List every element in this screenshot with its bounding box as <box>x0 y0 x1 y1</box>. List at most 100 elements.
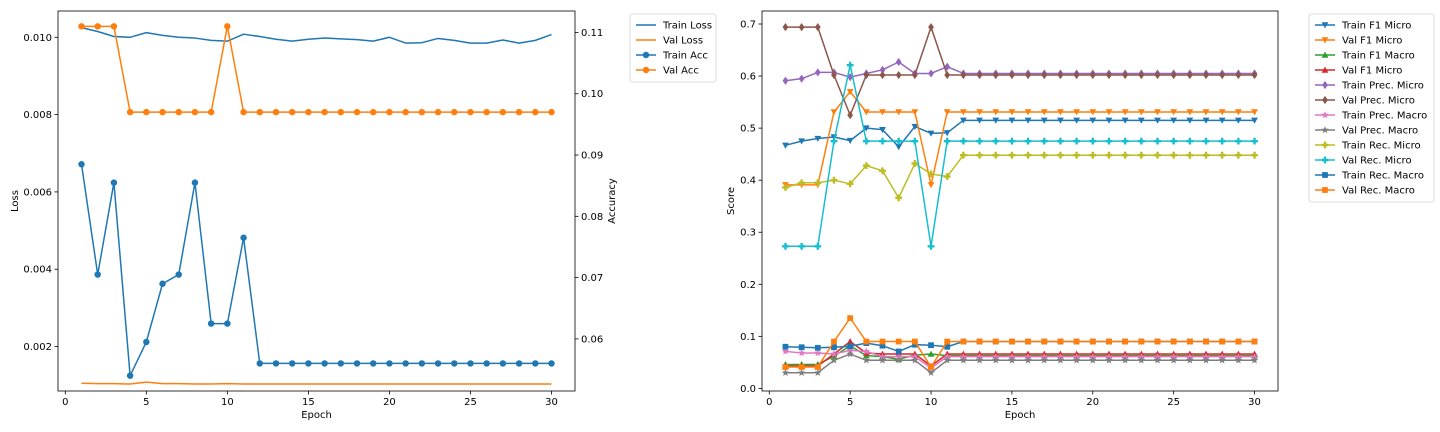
data-point <box>1072 352 1081 360</box>
data-point <box>862 347 871 355</box>
x-tick-label: 5 <box>143 397 149 408</box>
data-point <box>1089 109 1097 116</box>
legend-marker <box>1321 37 1329 44</box>
data-point <box>240 234 247 242</box>
legend-marker <box>1322 172 1328 178</box>
data-point <box>943 356 951 364</box>
data-point <box>305 108 312 116</box>
data-point <box>1089 137 1097 145</box>
data-point <box>847 111 854 120</box>
data-point <box>402 108 409 116</box>
legend-marker <box>1322 187 1328 193</box>
legend-label: Train Rec. Macro <box>1341 171 1424 182</box>
data-point <box>1154 137 1161 145</box>
legend-box <box>629 13 717 83</box>
data-point <box>782 184 789 191</box>
data-point <box>1202 352 1210 360</box>
series-line <box>785 119 1255 148</box>
data-point <box>110 23 118 30</box>
data-point <box>1154 70 1161 80</box>
data-point <box>959 352 968 360</box>
data-point <box>1056 352 1065 360</box>
data-point <box>1219 70 1226 80</box>
y2-tick-label: 0.11 <box>581 28 603 39</box>
loss-accuracy-chart: 0 5 10 15 20 25 30 0.002 0.004 0.006 0.008 0.010 0.0… <box>10 10 717 421</box>
data-point <box>911 109 919 116</box>
data-point <box>288 360 296 367</box>
legend-marker <box>1322 95 1328 105</box>
data-point <box>1041 70 1048 80</box>
data-point <box>1057 117 1064 124</box>
x-tick-label: 20 <box>1086 397 1099 408</box>
data-point <box>515 360 523 367</box>
data-point <box>1121 137 1129 145</box>
data-point <box>1186 109 1194 116</box>
data-point <box>175 271 182 278</box>
data-point <box>927 242 935 250</box>
data-point <box>321 108 328 116</box>
data-point <box>814 242 822 250</box>
data-point <box>1057 70 1064 80</box>
data-point <box>798 344 805 351</box>
data-point <box>943 137 951 145</box>
data-point <box>224 320 231 327</box>
y2-tick-label: 0.09 <box>581 151 603 162</box>
data-point <box>1137 137 1145 145</box>
data-point <box>927 182 935 189</box>
data-point <box>895 137 903 145</box>
data-point <box>434 108 442 116</box>
legend-label: Train F1 Micro <box>1341 21 1411 32</box>
data-point <box>830 109 838 116</box>
data-point <box>1234 356 1243 364</box>
data-point <box>1251 117 1258 124</box>
data-point <box>976 151 983 159</box>
data-point <box>1106 70 1112 80</box>
data-point <box>798 138 806 145</box>
data-point <box>1105 356 1113 364</box>
data-point <box>1138 338 1145 345</box>
data-point <box>240 108 247 116</box>
data-point <box>1137 151 1145 159</box>
legend-marker <box>1321 111 1329 119</box>
data-point <box>879 126 886 134</box>
data-point <box>467 108 474 116</box>
y-tick-label: 0.5 <box>740 124 756 135</box>
data-point <box>1218 356 1226 364</box>
data-point <box>798 74 805 83</box>
data-point <box>1008 352 1016 360</box>
series-train-loss <box>81 26 552 44</box>
data-point <box>992 109 1000 116</box>
data-point <box>862 137 870 145</box>
series-val-f1-micro <box>782 338 1258 369</box>
data-point <box>960 338 967 345</box>
data-point <box>159 108 166 116</box>
data-point <box>992 151 1000 159</box>
data-point <box>944 343 951 350</box>
data-point <box>781 368 790 376</box>
data-point <box>1235 70 1242 80</box>
data-point <box>1105 352 1113 360</box>
data-point <box>1121 109 1129 116</box>
data-point <box>1218 137 1226 145</box>
data-point <box>782 242 789 250</box>
data-point <box>1218 117 1226 124</box>
data-point <box>515 108 523 116</box>
y2-axis-label: Accuracy <box>607 178 618 224</box>
x-tick-label: 25 <box>464 397 477 408</box>
series-line <box>81 26 552 44</box>
data-point <box>895 70 902 80</box>
data-point <box>928 342 934 349</box>
data-point <box>1234 352 1243 360</box>
data-point <box>1250 352 1259 360</box>
data-point <box>1137 109 1145 116</box>
data-point <box>1234 151 1242 159</box>
data-point <box>548 360 555 367</box>
series-line <box>785 61 1255 82</box>
data-point <box>1186 137 1194 145</box>
y-axis-label: Score <box>726 187 737 215</box>
data-point <box>272 108 280 116</box>
legend-marker <box>1321 22 1329 29</box>
data-point <box>895 57 902 67</box>
data-point <box>532 108 539 116</box>
data-point <box>895 109 903 116</box>
